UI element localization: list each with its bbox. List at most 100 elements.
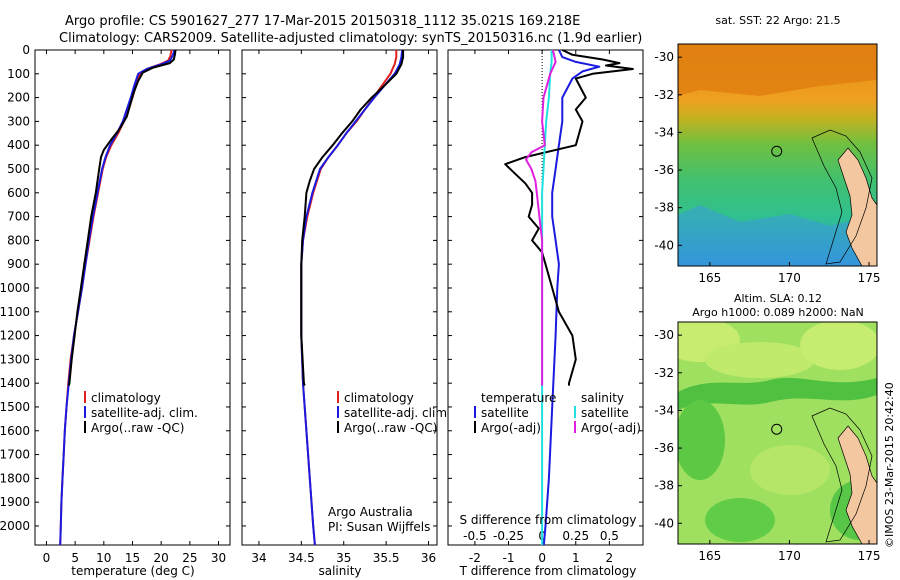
salinity-y-ticks xyxy=(242,49,437,527)
sla-map-panel: Altim. SLA: 0.12 Argo h1000: 0.089 h2000… xyxy=(654,292,880,563)
salinity-axes-frame xyxy=(241,49,438,546)
temperature-axes-frame xyxy=(34,49,231,546)
sst-map-panel: sat. SST: 22 Argo: 21.5 165 170 175 -30 -32… xyxy=(654,14,880,285)
sla-map-title-line-2: Argo h1000: 0.089 h2000: NaN xyxy=(692,306,864,319)
x-tick-label: 34.5 xyxy=(288,551,315,565)
legend-heading-temperature: temperature xyxy=(481,391,556,405)
depth-tick-label: 200 xyxy=(7,91,30,105)
salinity-x-axis: 34 34.5 35 35.5 36 xyxy=(251,50,436,565)
title-line-1: Argo profile: CS 5901627_277 17-Mar-2015… xyxy=(65,14,580,29)
legend-label-argo: Argo(..raw -QC) xyxy=(91,421,184,435)
sst-warm-band xyxy=(678,44,877,96)
x-tick-label: 10 xyxy=(96,551,111,565)
s-diff-tick-label: -0.25 xyxy=(493,529,524,543)
x-tick-label: 1 xyxy=(572,551,580,565)
salinity-profiles xyxy=(300,49,405,546)
sla-low-anomaly xyxy=(705,498,775,542)
s-difference-xlabel: S difference from climatology xyxy=(460,513,637,527)
sst-longitude-axis: 165 170 175 xyxy=(698,262,880,285)
profile-line xyxy=(525,49,557,386)
depth-tick-label: 800 xyxy=(7,233,30,247)
depth-axis: 0 100 200 300 400 500 600 700 800 900 1000 1100 1200… xyxy=(0,43,230,533)
x-tick-label: -1 xyxy=(503,551,515,565)
lat-tick-label: -34 xyxy=(654,125,674,139)
title-line-2: Climatology: CARS2009. Satellite-adjuste… xyxy=(59,31,642,46)
sst-cool-band xyxy=(678,205,877,266)
lon-tick-label: 175 xyxy=(858,549,881,563)
argo-float-marker xyxy=(771,145,783,157)
depth-tick-label: 400 xyxy=(7,138,30,152)
lon-tick-label: 165 xyxy=(698,549,721,563)
legend-heading-salinity: salinity xyxy=(581,391,624,405)
depth-tick-label: 600 xyxy=(7,186,30,200)
s-diff-tick-label: 0.5 xyxy=(600,529,619,543)
x-tick-label: 20 xyxy=(154,551,169,565)
lon-tick-label: 170 xyxy=(778,549,801,563)
sla-high-anomaly xyxy=(705,342,815,378)
x-tick-label: 2 xyxy=(606,551,614,565)
sst-map-frame xyxy=(677,43,878,267)
x-tick-label: -2 xyxy=(469,551,481,565)
profile-line xyxy=(59,49,176,546)
difference-profiles xyxy=(504,49,634,546)
sla-bathymetry-contour xyxy=(811,407,873,543)
argo-float-marker xyxy=(771,423,783,435)
annotation-argo-australia: Argo Australia xyxy=(328,505,413,519)
sla-map-title-line-1: Altim. SLA: 0.12 xyxy=(734,292,822,305)
depth-tick-label: 1300 xyxy=(0,352,30,366)
depth-tick-label: 1500 xyxy=(0,400,30,414)
lat-tick-label: -40 xyxy=(654,516,674,530)
depth-tick-label: 1800 xyxy=(0,471,30,485)
depth-tick-label: 1100 xyxy=(0,305,30,319)
salinity-difference-x-axis: -0.5-0.2500.250.5 xyxy=(463,529,619,543)
x-tick-label: 5 xyxy=(71,551,79,565)
depth-tick-label: 500 xyxy=(7,162,30,176)
legend-label-satellite: satellite-adj. clim. xyxy=(91,406,198,420)
x-tick-label: 35 xyxy=(336,551,351,565)
annotation-pi: PI: Susan Wijffels xyxy=(328,520,430,534)
depth-tick-label: 1200 xyxy=(0,329,30,343)
sst-map-title: sat. SST: 22 Argo: 21.5 xyxy=(715,14,840,27)
x-tick-label: 25 xyxy=(182,551,197,565)
depth-tick-label: 1900 xyxy=(0,495,30,509)
lon-tick-label: 170 xyxy=(778,271,801,285)
lat-tick-label: -32 xyxy=(654,88,674,102)
sla-low-band xyxy=(678,377,877,410)
sla-high-anomaly xyxy=(750,445,830,495)
depth-tick-label: 1700 xyxy=(0,448,30,462)
lat-tick-label: -32 xyxy=(654,366,674,380)
temperature-profiles xyxy=(59,49,177,546)
legend-label-climatology: climatology xyxy=(91,391,161,405)
profile-line xyxy=(542,49,601,546)
t-difference-xlabel: T difference from climatology xyxy=(459,564,637,578)
sla-low-anomaly xyxy=(678,400,725,480)
x-tick-label: 0 xyxy=(538,551,546,565)
legend-label-t-argo: Argo(-adj) xyxy=(481,421,541,435)
legend-label-s-satellite: satellite xyxy=(581,406,629,420)
legend-label-t-satellite: satellite xyxy=(481,406,529,420)
sla-land-mass xyxy=(837,425,877,544)
temperature-xlabel: temperature (deg C) xyxy=(71,564,194,578)
sla-longitude-axis: 165 170 175 xyxy=(698,540,880,563)
profile-line xyxy=(504,49,634,386)
x-tick-label: 35.5 xyxy=(373,551,400,565)
x-tick-label: 36 xyxy=(421,551,436,565)
lon-tick-label: 175 xyxy=(858,271,881,285)
sst-bathymetry-contour xyxy=(811,129,873,265)
temperature-panel: 0100200300400500600700800900100011001200… xyxy=(0,43,231,578)
lat-tick-label: -40 xyxy=(654,238,674,252)
sst-latitude-axis: -30 -32 -34 -36 -38 -40 xyxy=(654,50,682,252)
depth-tick-label: 1000 xyxy=(0,281,30,295)
depth-tick-label: 0 xyxy=(22,43,30,57)
x-tick-label: 34 xyxy=(251,551,266,565)
sla-field xyxy=(678,322,877,544)
sla-map-frame xyxy=(677,321,878,545)
lat-tick-label: -30 xyxy=(654,328,674,342)
lat-tick-label: -38 xyxy=(654,201,674,215)
lat-tick-label: -36 xyxy=(654,163,674,177)
depth-tick-label: 100 xyxy=(7,67,30,81)
depth-tick-label: 900 xyxy=(7,257,30,271)
depth-tick-label: 300 xyxy=(7,114,30,128)
sla-high-anomaly xyxy=(800,322,877,370)
